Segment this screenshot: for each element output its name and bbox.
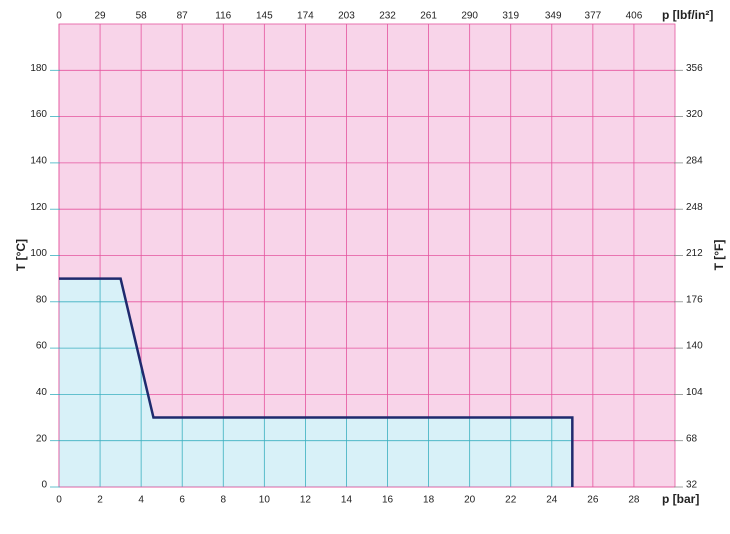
x2-tick-label: 174	[297, 11, 314, 22]
y-axis-title: T [°C]	[14, 239, 28, 271]
y-tick-label: 80	[36, 294, 48, 305]
x2-tick-label: 0	[56, 11, 62, 22]
x-tick-label: 18	[423, 495, 435, 506]
x-tick-label: 10	[259, 495, 271, 506]
x-axis-title: p [bar]	[662, 492, 699, 506]
area-group	[59, 278, 573, 487]
x-tick-label: 14	[341, 495, 353, 506]
x-tick-label: 26	[587, 495, 599, 506]
y-tick-label: 20	[36, 433, 48, 444]
x-tick-label: 22	[505, 495, 517, 506]
y2-tick-label: 212	[686, 248, 703, 259]
x-tick-label: 16	[382, 495, 394, 506]
foreground-group: 0 2 4 6 8 10 12 14 16 18 20 22 24 26 280 29 58 87 116 145 17…	[30, 11, 703, 506]
x2-tick-label: 232	[379, 11, 396, 22]
x-tick-label: 4	[138, 495, 144, 506]
y2-tick-label: 32	[686, 480, 698, 491]
x-tick-label: 0	[56, 495, 62, 506]
x2-tick-label: 319	[502, 11, 519, 22]
x2-axis-title: p [lbf/in²]	[662, 8, 713, 22]
x-tick-label: 6	[179, 495, 185, 506]
y-tick-label: 120	[30, 202, 47, 213]
x2-tick-label: 203	[338, 11, 355, 22]
x-tick-label: 2	[97, 495, 103, 506]
x2-tick-label: 406	[626, 11, 643, 22]
y2-tick-label: 140	[686, 341, 703, 352]
x2-tick-label: 116	[215, 11, 231, 22]
limit-line	[59, 277, 574, 487]
x-tick-label: 28	[628, 495, 640, 506]
y2-tick-label: 320	[686, 109, 703, 120]
y-tick-label: 60	[36, 341, 48, 352]
x2-tick-label: 261	[420, 11, 437, 22]
y2-tick-label: 68	[686, 433, 698, 444]
y-tick-label: 100	[30, 248, 47, 259]
y-tick-label: 40	[36, 387, 48, 398]
y-tick-label: 160	[30, 109, 47, 120]
x-tick-label: 20	[464, 495, 476, 506]
x2-tick-label: 58	[136, 11, 148, 22]
x2-tick-label: 29	[95, 11, 107, 22]
y-tick-label: 0	[41, 480, 47, 491]
x-tick-label: 24	[546, 495, 558, 506]
x-tick-label: 12	[300, 495, 312, 506]
y-tick-label: 140	[30, 156, 47, 167]
y2-tick-label: 356	[686, 63, 703, 74]
plot-background-group	[58, 24, 675, 488]
x2-tick-label: 290	[461, 11, 478, 22]
y-tick-label: 180	[30, 63, 47, 74]
y2-tick-label: 176	[686, 294, 703, 305]
y2-tick-label: 104	[686, 387, 703, 398]
x2-tick-label: 377	[585, 11, 602, 22]
x2-tick-label: 145	[256, 11, 273, 22]
x2-tick-label: 349	[545, 11, 562, 22]
x2-tick-label: 87	[177, 11, 189, 22]
area	[59, 278, 573, 487]
y2-tick-label: 248	[686, 202, 703, 213]
y2-axis-title: T [°F]	[712, 240, 726, 271]
x-tick-label: 8	[220, 495, 226, 506]
y2-tick-label: 284	[686, 156, 703, 167]
